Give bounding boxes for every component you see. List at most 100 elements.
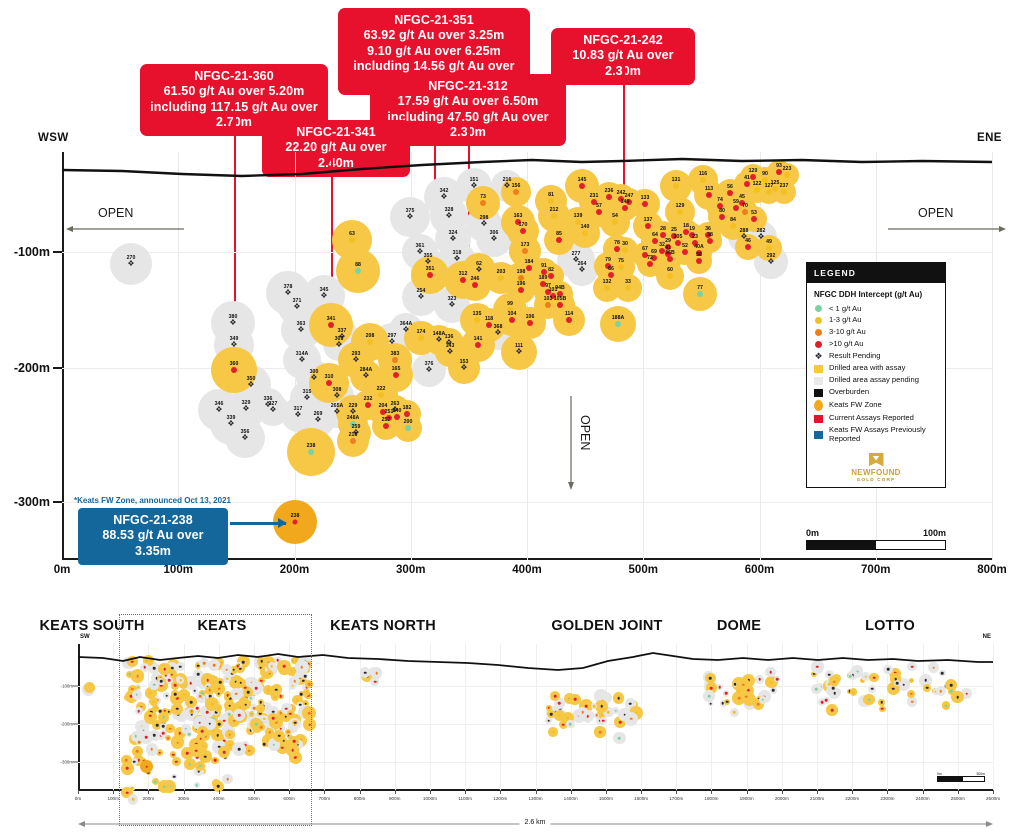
y-axis	[62, 152, 64, 560]
keats-highlight-right	[311, 614, 312, 826]
lower-x-tick-mark	[429, 790, 431, 794]
drillhole-label: 174	[416, 328, 426, 335]
lower-x-tick-label: 2100m	[810, 796, 825, 801]
drillhole-label: 173	[520, 241, 530, 248]
result-pending-diamond-icon: ❖	[297, 325, 305, 334]
grid-line-vertical	[643, 152, 645, 560]
drillhole-label: 364A	[399, 320, 413, 327]
lower-x-tick-mark	[500, 790, 502, 794]
drillhole-intercept-dot	[386, 415, 392, 421]
callout-line: 17.59 g/t Au over 6.50m	[397, 94, 539, 109]
drillhole-label: 99	[507, 300, 513, 307]
result-pending-diamond-icon: ❖	[284, 288, 292, 297]
lower-direction-ne: NE	[982, 634, 991, 640]
y-tick-mark	[53, 501, 62, 503]
drillhole-label: 104	[507, 310, 517, 317]
result-pending-diamond-icon: ❖	[320, 291, 328, 300]
drillhole-label: 314A	[295, 350, 309, 357]
result-pending-diamond-icon: ❖	[494, 328, 502, 337]
drillhole-label: 349	[229, 335, 239, 342]
result-pending-diamond-icon: ❖	[402, 325, 410, 334]
callout-line: 61.50 g/t Au over 5.20m	[163, 84, 305, 99]
legend-item-label: < 1 g/t Au	[829, 303, 862, 313]
drillhole-intercept-dot	[557, 302, 563, 308]
drillhole-intercept-dot	[513, 189, 519, 195]
result-pending-diamond-icon: ❖	[475, 265, 483, 274]
lower-terrain	[77, 652, 993, 671]
zone-label: KEATS NORTH	[330, 618, 436, 634]
zone-label: GOLDEN JOINT	[551, 618, 663, 634]
drillhole-label: 363	[296, 320, 306, 327]
lower-x-tick-label: 2500m	[950, 796, 965, 801]
drillhole-label: 111	[514, 342, 524, 349]
lower-x-tick-mark	[641, 790, 643, 794]
lower-y-tick-mark	[73, 685, 78, 687]
result-pending-diamond-icon: ❖	[229, 318, 237, 327]
x-tick-label: 300m	[396, 564, 426, 576]
result-pending-diamond-icon: ❖	[445, 338, 453, 347]
lower-x-tick-mark	[746, 790, 748, 794]
result-pending-diamond-icon: ❖	[425, 365, 433, 374]
drillhole-label: 270	[126, 254, 136, 261]
drillhole-label: 151	[469, 176, 479, 183]
drillhole-label: 337	[337, 327, 347, 334]
drillhole-intercept-dot	[405, 425, 411, 431]
drillhole-label: 170	[518, 221, 528, 228]
drillhole-intercept-dot	[486, 322, 492, 328]
legend-swatch-icon	[814, 364, 823, 373]
legend-item-label: Keats FW Zone	[829, 400, 882, 410]
drillhole-intercept-dot	[383, 423, 389, 429]
drillhole-label: 303	[334, 335, 344, 342]
lower-x-tick-mark	[817, 790, 819, 794]
legend-swatch-icon	[814, 431, 823, 440]
callout-line: 9.10 g/t Au over 6.25m	[367, 43, 501, 58]
x-tick-label: 200m	[279, 564, 310, 576]
drillhole-label: 360	[229, 360, 239, 367]
result-pending-diamond-icon: ❖	[446, 347, 454, 356]
drillhole-label: 375	[405, 207, 415, 214]
drillhole-label: 88	[355, 261, 361, 268]
drillhole-label: 380	[228, 313, 238, 320]
y-tick-mark	[53, 367, 62, 369]
drillhole-label: 356	[240, 428, 250, 435]
legend-swatch-icon	[814, 317, 823, 325]
result-pending-diamond-icon: ❖	[333, 391, 341, 400]
drillhole-label: 361	[415, 242, 425, 249]
lower-scale-left: 0m	[937, 772, 942, 776]
drillhole-label: 346	[214, 400, 224, 407]
lower-x-tick-mark	[113, 790, 115, 794]
callout-title: NFGC-21-351	[394, 13, 474, 27]
drillhole-label: 136	[444, 333, 454, 340]
drillhole-label: 81	[548, 191, 554, 198]
logo-mark-icon	[868, 452, 884, 467]
result-pending-diamond-icon: ❖	[314, 415, 322, 424]
drillhole-label: 345	[319, 286, 329, 293]
drillhole-label: 257	[381, 416, 391, 423]
drillhole-intercept-dot	[557, 291, 563, 297]
drillhole-intercept-dot	[378, 392, 384, 398]
result-pending-diamond-icon: ❖	[333, 407, 341, 416]
legend-swatch-icon	[814, 341, 823, 349]
drillhole-intercept-dot	[540, 281, 546, 287]
callout-title: NFGC-21-242	[583, 33, 663, 47]
lower-x-tick-mark	[781, 790, 783, 794]
dimension-label: 2.6 km	[519, 819, 551, 826]
drillhole-label: 222	[376, 385, 386, 392]
lower-x-tick-mark	[993, 790, 994, 794]
drillhole-intercept-dot	[460, 277, 466, 283]
result-pending-diamond-icon: ❖	[470, 181, 478, 190]
keats-highlight-left	[119, 614, 120, 826]
legend-item: Keats FW Assays Previously Reported	[807, 425, 945, 446]
drillhole-label: 378	[283, 283, 293, 290]
drillhole-label: 114	[564, 310, 574, 317]
lower-x-tick-mark	[359, 790, 361, 794]
lower-x-tick-label: 300m	[177, 796, 190, 801]
drillhole-label: 323	[447, 295, 457, 302]
lower-x-tick-mark	[289, 790, 291, 794]
drillhole-label: 265A	[330, 402, 344, 409]
fw-arrow	[230, 518, 287, 528]
lower-x-tick-label: 100m	[107, 796, 119, 801]
direction-ene: ENE	[977, 132, 1002, 144]
drillhole-label: 306	[489, 229, 499, 236]
result-pending-diamond-icon: ❖	[460, 363, 468, 372]
